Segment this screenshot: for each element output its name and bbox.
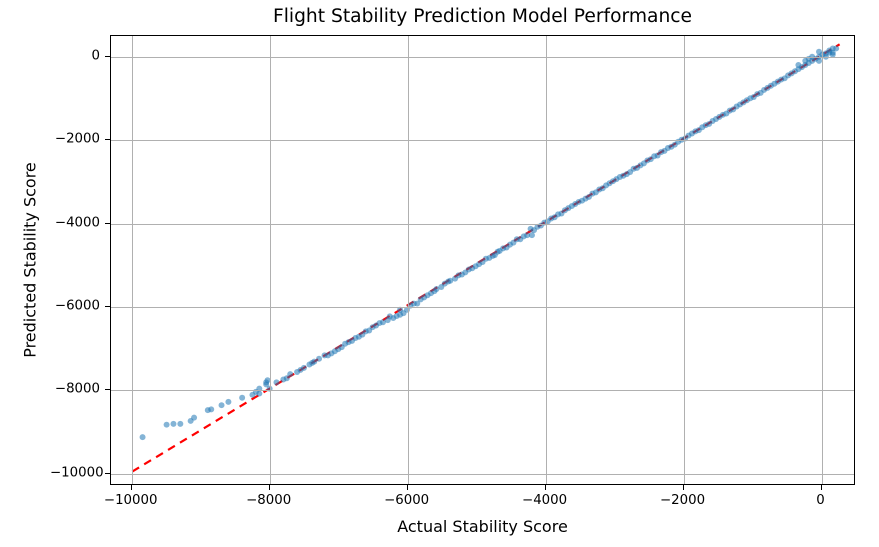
scatter-point <box>225 399 231 405</box>
scatter-point <box>208 406 214 412</box>
chart-title: Flight Stability Prediction Model Perfor… <box>273 6 692 27</box>
y-tick-label: −2000 <box>50 132 100 147</box>
scatter-point <box>301 365 307 371</box>
y-tick <box>105 473 110 474</box>
x-axis-label: Actual Stability Score <box>397 517 568 536</box>
y-tick-label: −4000 <box>50 215 100 230</box>
gridline-horizontal <box>111 224 854 225</box>
x-tick <box>683 485 684 490</box>
gridline-horizontal <box>111 140 854 141</box>
gridline-vertical <box>822 36 823 484</box>
gridline-vertical <box>270 36 271 484</box>
scatter-point <box>191 415 197 421</box>
scatter-point <box>164 422 170 428</box>
x-tick-label: −2000 <box>660 493 705 508</box>
x-tick-label: −4000 <box>522 493 567 508</box>
gridline-horizontal <box>111 390 854 391</box>
y-tick-label: −8000 <box>50 382 100 397</box>
plot-area <box>110 35 855 485</box>
x-tick <box>131 485 132 490</box>
gridline-horizontal <box>111 57 854 58</box>
scatter-point <box>287 371 293 377</box>
scatter-points-layer <box>111 36 854 484</box>
gridline-vertical <box>132 36 133 484</box>
gridline-horizontal <box>111 307 854 308</box>
y-tick <box>105 56 110 57</box>
gridline-horizontal <box>111 474 854 475</box>
y-tick-label: −6000 <box>50 298 100 313</box>
y-tick <box>105 223 110 224</box>
gridline-vertical <box>408 36 409 484</box>
x-tick <box>821 485 822 490</box>
figure: Flight Stability Prediction Model Perfor… <box>0 0 879 547</box>
scatter-point <box>316 356 322 362</box>
x-tick-label: 0 <box>816 493 824 508</box>
x-tick-label: −6000 <box>384 493 429 508</box>
x-tick-label: −8000 <box>246 493 291 508</box>
scatter-point <box>219 402 225 408</box>
y-tick-label: −10000 <box>50 465 100 480</box>
y-axis-label: Predicted Stability Score <box>21 162 40 358</box>
scatter-point <box>795 62 801 68</box>
gridline-vertical <box>684 36 685 484</box>
scatter-point <box>239 395 245 401</box>
gridline-vertical <box>546 36 547 484</box>
y-tick <box>105 389 110 390</box>
scatter-point <box>170 421 176 427</box>
scatter-point <box>273 379 279 385</box>
x-tick <box>407 485 408 490</box>
scatter-point <box>177 421 183 427</box>
x-tick-label: −10000 <box>104 493 158 508</box>
x-tick <box>269 485 270 490</box>
scatter-point <box>140 434 146 440</box>
y-tick-label: 0 <box>50 48 100 63</box>
scatter-point <box>833 45 839 51</box>
x-tick <box>545 485 546 490</box>
y-tick <box>105 306 110 307</box>
y-tick <box>105 139 110 140</box>
